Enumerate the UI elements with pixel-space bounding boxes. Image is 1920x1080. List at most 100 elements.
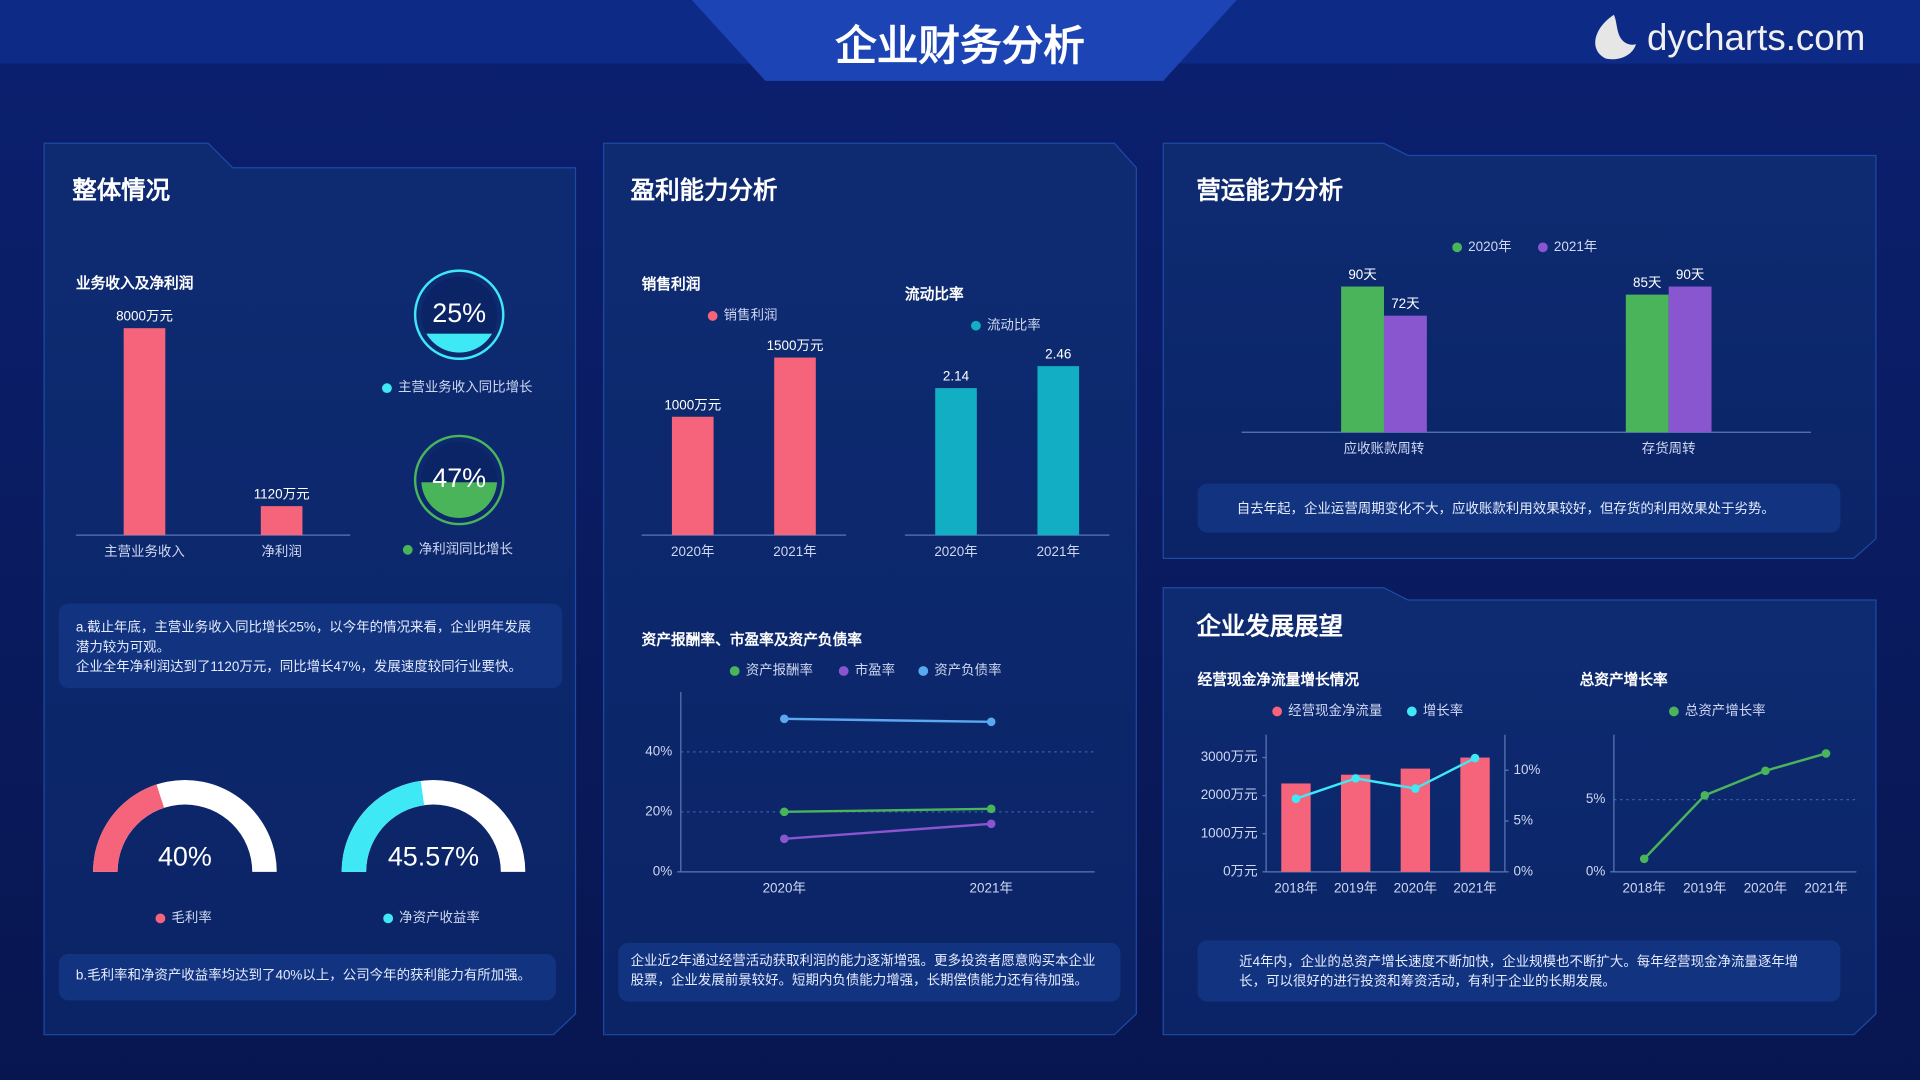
y-tick-label: 20% — [645, 803, 672, 818]
legend-label: 流动比率 — [987, 316, 1041, 332]
panel — [1162, 142, 1877, 559]
page-title: 企业财务分析 — [835, 22, 1085, 69]
x-tick-label: 2021年 — [1037, 544, 1080, 559]
value-label: 1500万元 — [767, 338, 824, 353]
value-label: 2.46 — [1045, 347, 1071, 362]
gauge-value — [341, 780, 425, 872]
y-tick-label: 40% — [645, 743, 672, 758]
note-text: 企业全年净利润达到了1120万元，同比增长47%，发展速度较同行业要快。 — [76, 658, 522, 674]
bar — [1341, 286, 1384, 433]
legend-label: 资产报酬率 — [746, 662, 813, 678]
chart-title: 销售利润 — [642, 275, 701, 293]
legend-label: 净利润同比增长 — [419, 541, 513, 556]
header-center — [691, 0, 1237, 81]
legend-swatch — [1668, 706, 1679, 717]
x-tick-label: 2021年 — [970, 881, 1013, 896]
x-tick-label: 2021年 — [1453, 881, 1496, 896]
x-tick-label: 2019年 — [1683, 881, 1726, 896]
legend-swatch — [838, 666, 849, 676]
note-text: 企业近2年通过经营活动获取利润的能力逐渐增强。更多投资者愿意购买本企业 — [631, 952, 1096, 968]
liquid-ring — [413, 434, 505, 526]
x-tick-label: 2020年 — [1394, 881, 1437, 896]
bar — [1460, 757, 1490, 872]
value-label: 1000万元 — [664, 397, 721, 412]
legend-label: 总资产增长率 — [1685, 702, 1766, 718]
line — [1643, 752, 1827, 860]
point — [986, 717, 996, 727]
note-text: 长，可以很好的进行投资和筹资活动，有利于企业的长期发展。 — [1239, 973, 1616, 989]
legend-label: 销售利润 — [724, 307, 778, 322]
value-label: 45.57% — [388, 841, 479, 871]
panel-title: 整体情况 — [72, 177, 170, 205]
y-tick-label: 5% — [1513, 813, 1532, 828]
x-tick-label: 2020年 — [671, 544, 714, 559]
note-text: b.毛利率和净资产收益率均达到了40%以上，公司今年的获利能力有所加强。 — [76, 966, 531, 982]
legend-label: 增长率 — [1423, 702, 1463, 718]
legend-label: 2020年 — [1468, 239, 1511, 254]
x-tick-label: 主营业务收入 — [104, 544, 185, 559]
point — [1351, 774, 1360, 783]
y-tick-label: 10% — [1513, 762, 1540, 777]
bar — [774, 357, 816, 536]
bar — [935, 388, 977, 536]
value-label: 85天 — [1633, 275, 1661, 290]
point — [1470, 753, 1480, 763]
bar — [1625, 294, 1669, 433]
bar — [1383, 315, 1427, 433]
chart-title: 业务收入及净利润 — [76, 274, 194, 292]
bar — [1037, 366, 1080, 536]
note-box — [58, 603, 563, 689]
point — [1700, 791, 1710, 800]
bar — [123, 328, 166, 536]
bar — [1668, 286, 1712, 433]
point — [780, 714, 789, 724]
note-box — [1197, 940, 1841, 1002]
point — [780, 807, 789, 817]
bar — [1340, 774, 1371, 872]
x-tick-label: 存货周转 — [1642, 440, 1696, 456]
y-tick-label: 3000万元 — [1201, 749, 1258, 764]
legend-swatch — [729, 666, 740, 676]
y-tick-label: 5% — [1586, 791, 1605, 806]
y-tick-label: 0% — [653, 863, 672, 878]
x-tick-label: 2018年 — [1622, 881, 1665, 896]
value-label: 25% — [432, 298, 486, 328]
value-label: 40% — [158, 841, 212, 871]
legend-label: 净资产收益率 — [399, 909, 480, 925]
note-text: a.截止年底，主营业务收入同比增长25%，以今年的情况来看，企业明年发展 — [76, 619, 531, 635]
legend-label: 主营业务收入同比增长 — [398, 380, 533, 395]
point — [1639, 854, 1649, 864]
point — [986, 819, 996, 829]
chart-title: 资产报酬率、市盈率及资产负债率 — [642, 630, 863, 648]
x-tick-label: 2020年 — [934, 544, 977, 559]
x-tick-label: 应收账款周转 — [1344, 440, 1425, 456]
chart-title: 总资产增长率 — [1580, 671, 1668, 689]
legend-swatch — [918, 666, 929, 676]
point — [780, 834, 789, 844]
note-text: 近4年内，企业的总资产增长速度不断加快，企业规模也不断扩大。每年经营现金净流量逐… — [1239, 953, 1798, 969]
x-tick-label: 2021年 — [773, 544, 816, 559]
panel — [1162, 587, 1877, 1036]
point — [1291, 794, 1301, 803]
logo-icon — [1595, 14, 1636, 60]
x-tick-label: 2018年 — [1274, 881, 1317, 896]
panel-title: 盈利能力分析 — [631, 176, 778, 205]
x-tick-label: 2020年 — [763, 881, 806, 896]
value-label: 47% — [432, 463, 486, 493]
value-label: 1120万元 — [254, 487, 310, 502]
x-tick-label: 2021年 — [1804, 881, 1847, 896]
legend-swatch — [402, 544, 413, 555]
legend-label: 2021年 — [1554, 239, 1597, 254]
note-box — [58, 953, 556, 1001]
y-tick-label: 0% — [1513, 863, 1532, 878]
legend-swatch — [1452, 242, 1463, 253]
value-label: 90天 — [1676, 267, 1704, 282]
note-box — [618, 942, 1121, 1002]
point — [1411, 784, 1420, 793]
value-label: 8000万元 — [116, 309, 173, 324]
chart-title: 流动比率 — [905, 285, 964, 303]
y-tick-label: 0% — [1586, 863, 1605, 878]
line — [784, 717, 992, 724]
legend-label: 毛利率 — [171, 909, 211, 925]
